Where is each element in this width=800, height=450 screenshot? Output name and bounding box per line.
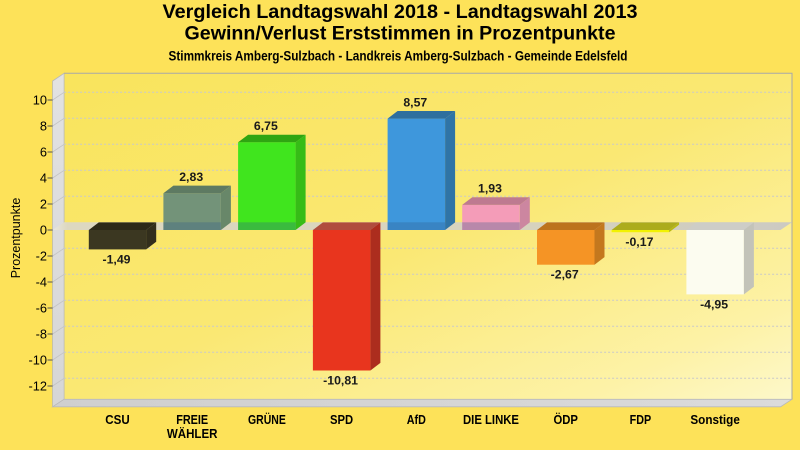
- svg-text:-6: -6: [36, 301, 47, 316]
- svg-text:8: 8: [40, 119, 47, 134]
- svg-text:Sonstige: Sonstige: [690, 412, 740, 427]
- svg-text:-10,81: -10,81: [323, 374, 358, 388]
- svg-text:10: 10: [33, 93, 47, 108]
- svg-text:DIE LINKE: DIE LINKE: [463, 412, 519, 427]
- svg-text:-8: -8: [36, 327, 47, 342]
- svg-text:ÖDP: ÖDP: [553, 412, 578, 427]
- svg-text:GRÜNE: GRÜNE: [248, 412, 286, 427]
- svg-text:-10: -10: [29, 353, 48, 368]
- svg-text:1,93: 1,93: [478, 182, 502, 196]
- svg-text:8,57: 8,57: [403, 95, 427, 109]
- svg-text:6: 6: [40, 145, 47, 160]
- svg-text:4: 4: [40, 171, 47, 186]
- svg-text:WÄHLER: WÄHLER: [167, 426, 218, 441]
- svg-text:2: 2: [40, 197, 47, 212]
- svg-text:-4,95: -4,95: [700, 297, 728, 311]
- svg-text:AfD: AfD: [407, 412, 426, 427]
- svg-text:SPD: SPD: [330, 412, 353, 427]
- svg-text:Gewinn/Verlust Erststimmen in: Gewinn/Verlust Erststimmen in Prozentpun…: [185, 23, 616, 44]
- svg-text:-2: -2: [36, 249, 47, 264]
- svg-text:CSU: CSU: [105, 412, 129, 427]
- svg-text:FDP: FDP: [630, 412, 652, 427]
- svg-text:-12: -12: [29, 379, 48, 394]
- svg-text:-0,17: -0,17: [625, 235, 653, 249]
- svg-text:Prozentpunkte: Prozentpunkte: [9, 198, 23, 279]
- svg-text:-2,67: -2,67: [551, 268, 579, 282]
- svg-text:FREIE: FREIE: [176, 412, 208, 427]
- svg-text:-4: -4: [36, 275, 47, 290]
- svg-text:-1,49: -1,49: [102, 252, 130, 266]
- svg-text:0: 0: [40, 223, 47, 238]
- svg-text:6,75: 6,75: [254, 119, 278, 133]
- svg-text:Vergleich Landtagswahl 2018 -: Vergleich Landtagswahl 2018 - Landtagswa…: [163, 2, 638, 23]
- svg-text:2,83: 2,83: [179, 170, 203, 184]
- svg-text:Stimmkreis Amberg-Sulzbach - L: Stimmkreis Amberg-Sulzbach - Landkreis A…: [169, 49, 628, 64]
